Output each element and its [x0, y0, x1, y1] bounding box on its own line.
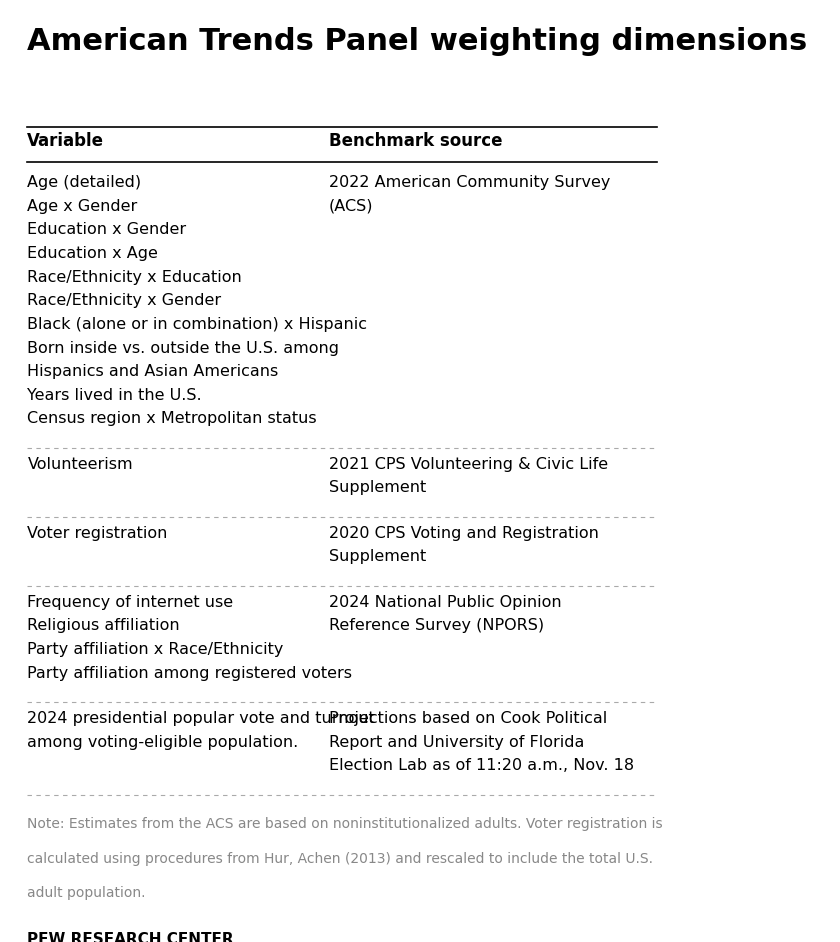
Text: Born inside vs. outside the U.S. among: Born inside vs. outside the U.S. among — [28, 341, 339, 355]
Text: Race/Ethnicity x Gender: Race/Ethnicity x Gender — [28, 293, 222, 308]
Text: 2021 CPS Volunteering & Civic Life: 2021 CPS Volunteering & Civic Life — [328, 457, 608, 472]
Text: Age x Gender: Age x Gender — [28, 199, 138, 214]
Text: Note: Estimates from the ACS are based on noninstitutionalized adults. Voter reg: Note: Estimates from the ACS are based o… — [28, 818, 663, 832]
Text: Party affiliation among registered voters: Party affiliation among registered voter… — [28, 666, 353, 681]
Text: Supplement: Supplement — [328, 549, 426, 564]
Text: Years lived in the U.S.: Years lived in the U.S. — [28, 388, 202, 403]
Text: 2024 National Public Opinion: 2024 National Public Opinion — [328, 594, 561, 609]
Text: 2020 CPS Voting and Registration: 2020 CPS Voting and Registration — [328, 526, 599, 541]
Text: Report and University of Florida: Report and University of Florida — [328, 735, 584, 750]
Text: Benchmark source: Benchmark source — [328, 132, 502, 150]
Text: Census region x Metropolitan status: Census region x Metropolitan status — [28, 412, 317, 427]
Text: Hispanics and Asian Americans: Hispanics and Asian Americans — [28, 365, 279, 380]
Text: Party affiliation x Race/Ethnicity: Party affiliation x Race/Ethnicity — [28, 642, 284, 658]
Text: Education x Age: Education x Age — [28, 246, 158, 261]
Text: Projections based on Cook Political: Projections based on Cook Political — [328, 711, 607, 726]
Text: Race/Ethnicity x Education: Race/Ethnicity x Education — [28, 269, 242, 284]
Text: calculated using procedures from Hur, Achen (2013) and rescaled to include the t: calculated using procedures from Hur, Ac… — [28, 852, 654, 866]
Text: Reference Survey (NPORS): Reference Survey (NPORS) — [328, 619, 543, 633]
Text: American Trends Panel weighting dimensions: American Trends Panel weighting dimensio… — [28, 27, 807, 57]
Text: (ACS): (ACS) — [328, 199, 373, 214]
Text: PEW RESEARCH CENTER: PEW RESEARCH CENTER — [28, 932, 234, 942]
Text: Voter registration: Voter registration — [28, 526, 168, 541]
Text: adult population.: adult population. — [28, 886, 146, 901]
Text: 2024 presidential popular vote and turnout: 2024 presidential popular vote and turno… — [28, 711, 375, 726]
Text: Volunteerism: Volunteerism — [28, 457, 133, 472]
Text: Education x Gender: Education x Gender — [28, 222, 186, 237]
Text: Supplement: Supplement — [328, 480, 426, 495]
Text: Religious affiliation: Religious affiliation — [28, 619, 180, 633]
Text: Frequency of internet use: Frequency of internet use — [28, 594, 234, 609]
Text: Variable: Variable — [28, 132, 104, 150]
Text: Age (detailed): Age (detailed) — [28, 175, 141, 190]
Text: Election Lab as of 11:20 a.m., Nov. 18: Election Lab as of 11:20 a.m., Nov. 18 — [328, 758, 634, 773]
Text: among voting-eligible population.: among voting-eligible population. — [28, 735, 299, 750]
Text: Black (alone or in combination) x Hispanic: Black (alone or in combination) x Hispan… — [28, 317, 367, 332]
Text: 2022 American Community Survey: 2022 American Community Survey — [328, 175, 610, 190]
